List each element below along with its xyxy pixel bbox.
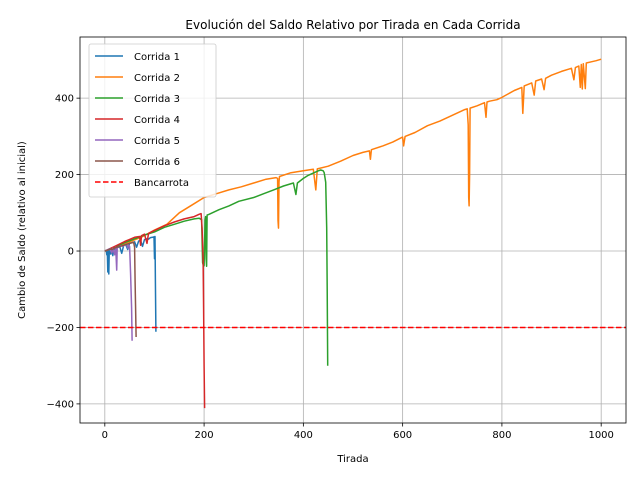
x-tick-label: 800 <box>492 430 511 441</box>
legend-label: Corrida 2 <box>134 73 180 84</box>
y-tick-label: −200 <box>47 323 74 334</box>
series-line-corrida-3 <box>104 169 329 366</box>
y-tick-label: 200 <box>55 170 74 181</box>
plot-area <box>80 58 626 409</box>
x-axis-label: Tirada <box>336 454 368 465</box>
legend-label: Corrida 6 <box>134 157 180 168</box>
x-tick-label: 200 <box>195 430 214 441</box>
series-line-corrida-2 <box>104 58 602 252</box>
series-line-corrida-6 <box>104 241 137 338</box>
y-tick-label: 0 <box>68 247 74 258</box>
y-axis: −400 −200 0 200 400 <box>47 94 80 410</box>
x-tick-label: 600 <box>393 430 412 441</box>
legend-label: Corrida 1 <box>134 52 180 63</box>
y-axis-label: Cambio de Saldo (relativo al inicial) <box>17 141 28 319</box>
series-line-corrida-4 <box>104 212 206 409</box>
x-tick-label: 1000 <box>588 430 613 441</box>
legend-frame <box>88 43 217 198</box>
x-axis: 0 200 400 600 800 1000 <box>102 423 614 441</box>
x-tick-label: 400 <box>294 430 313 441</box>
legend-label: Corrida 3 <box>134 94 180 105</box>
legend-label: Corrida 4 <box>134 115 180 126</box>
y-tick-label: −400 <box>47 399 74 410</box>
legend: Corrida 1 Corrida 2 Corrida 3 Corrida 4 Corr… <box>88 43 217 198</box>
axes-frame <box>79 36 627 424</box>
x-tick-label: 0 <box>102 430 108 441</box>
chart-title: Evolución del Saldo Relativo por Tirada … <box>185 18 520 32</box>
legend-label: Corrida 5 <box>134 136 180 147</box>
y-tick-label: 400 <box>55 94 74 105</box>
legend-label: Bancarrota <box>134 178 189 189</box>
